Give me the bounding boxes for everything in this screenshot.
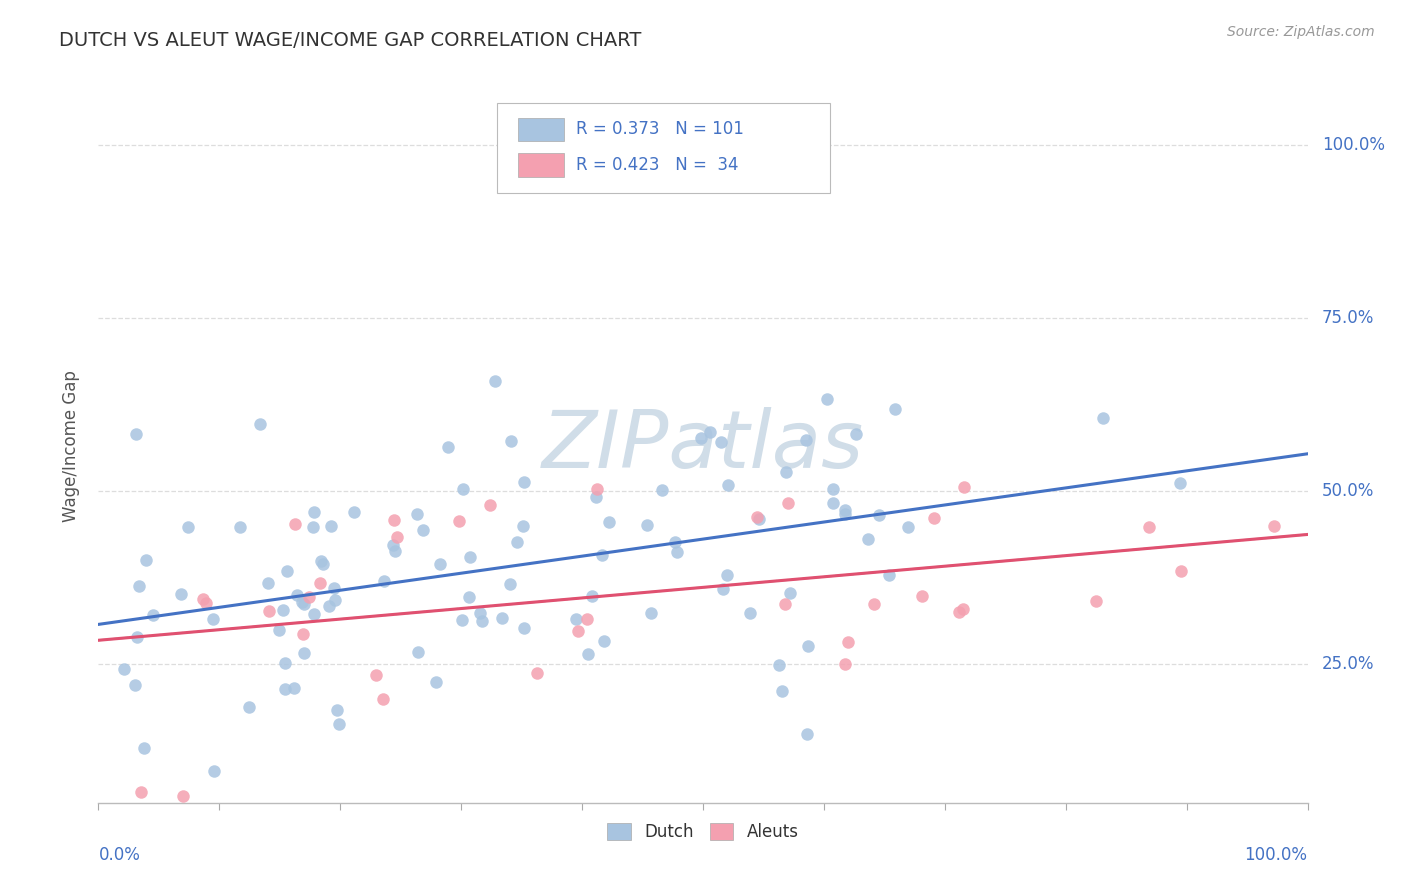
Text: 75.0%: 75.0% — [1322, 309, 1375, 326]
FancyBboxPatch shape — [498, 103, 830, 193]
Text: R = 0.423   N =  34: R = 0.423 N = 34 — [576, 156, 738, 174]
Text: Source: ZipAtlas.com: Source: ZipAtlas.com — [1227, 25, 1375, 39]
Bar — [517, 153, 564, 177]
Y-axis label: Wage/Income Gap: Wage/Income Gap — [62, 370, 80, 522]
Bar — [517, 118, 564, 141]
Text: 100.0%: 100.0% — [1244, 846, 1308, 863]
Text: R = 0.373   N = 101: R = 0.373 N = 101 — [576, 120, 744, 138]
Text: 25.0%: 25.0% — [1322, 656, 1375, 673]
Legend: Dutch, Aleuts: Dutch, Aleuts — [600, 816, 806, 848]
Text: 50.0%: 50.0% — [1322, 482, 1375, 500]
Text: DUTCH VS ALEUT WAGE/INCOME GAP CORRELATION CHART: DUTCH VS ALEUT WAGE/INCOME GAP CORRELATI… — [59, 31, 641, 50]
Text: ZIPatlas: ZIPatlas — [541, 407, 865, 485]
Text: 0.0%: 0.0% — [98, 846, 141, 863]
Text: 100.0%: 100.0% — [1322, 136, 1385, 153]
